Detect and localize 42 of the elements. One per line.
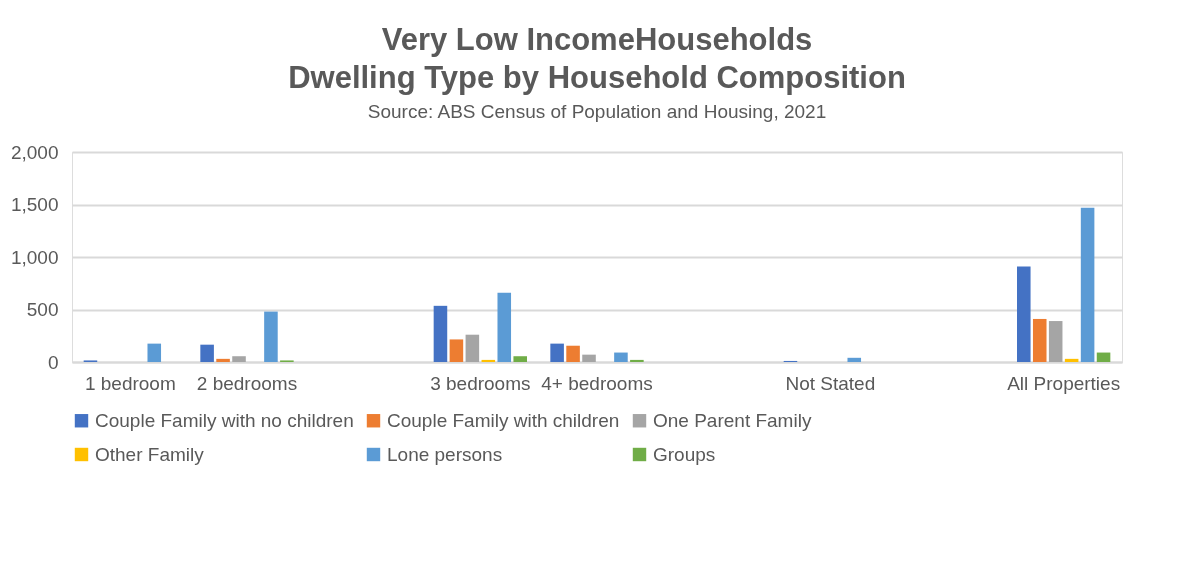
legend-label: Other Family — [95, 443, 205, 465]
legend-label: One Parent Family — [653, 409, 812, 431]
bar — [465, 334, 480, 362]
y-tick-label: 2,000 — [10, 141, 59, 163]
legend-label: Couple Family with children — [387, 409, 620, 431]
bar — [449, 339, 464, 362]
y-tick-label: 1,500 — [10, 194, 59, 215]
x-tick-label: Not Stated — [785, 372, 876, 394]
bar — [1017, 266, 1031, 362]
bar — [147, 343, 162, 362]
x-tick-label: 3 bedrooms — [430, 372, 531, 394]
x-tick-label: 4+ bedrooms — [541, 372, 653, 394]
bar — [1064, 358, 1079, 362]
x-tick-label: 1 bedroom — [84, 372, 176, 394]
bar — [200, 344, 214, 362]
legend-label: Lone persons — [387, 443, 503, 465]
y-tick-label: 500 — [26, 299, 59, 320]
chart-subtitle: Source: ABS Census of Population and Housing, 2021 — [367, 101, 827, 122]
chart-title: Very Low IncomeHouseholds Dwelling Type by Household Composition — [288, 22, 906, 95]
x-tick-label: All Properties — [1007, 372, 1121, 394]
bar — [550, 343, 564, 362]
bar — [497, 292, 512, 362]
bar — [614, 352, 628, 362]
legend-label: Groups — [653, 443, 716, 465]
bar — [847, 357, 862, 362]
bar — [264, 311, 278, 362]
legend-label: Couple Family with no children — [95, 409, 354, 431]
bar — [1096, 352, 1111, 362]
x-tick-label: 2 bedrooms — [196, 372, 298, 394]
bar — [630, 359, 644, 362]
bar — [1080, 207, 1095, 362]
bar — [582, 354, 596, 362]
bar — [433, 305, 448, 362]
y-tick-label: 0 — [47, 351, 59, 373]
bar — [566, 345, 580, 362]
bar — [1032, 318, 1047, 362]
bar — [216, 358, 230, 362]
bar — [513, 356, 527, 362]
bar — [232, 356, 246, 362]
bar — [1048, 321, 1063, 362]
y-tick-label: 1,000 — [10, 246, 59, 268]
bar — [481, 359, 496, 362]
